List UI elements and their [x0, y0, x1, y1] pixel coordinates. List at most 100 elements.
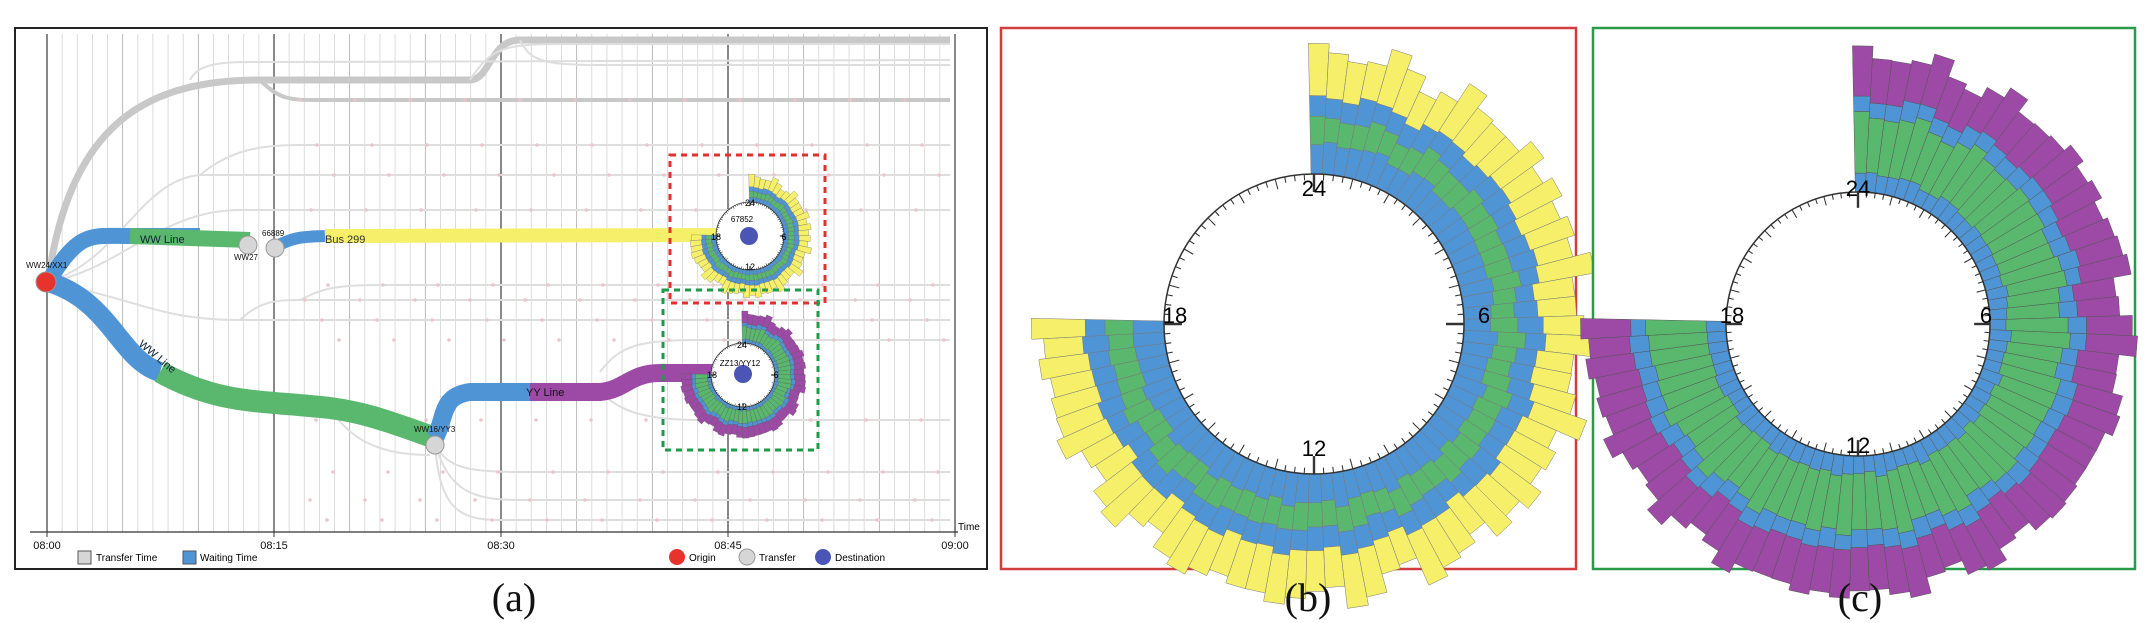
clock-tick [1752, 400, 1758, 405]
stop-dot [738, 98, 742, 102]
ring-segment [681, 373, 693, 381]
stop-dot [832, 338, 836, 342]
ring-segment [1982, 87, 2029, 142]
clock-tick [717, 226, 720, 229]
time-tick-label: 08:00 [33, 540, 61, 552]
legend-transfer: Transfer [759, 553, 797, 564]
clock-tick [1982, 297, 1988, 300]
stop-dot [298, 98, 302, 102]
background-route [519, 39, 950, 66]
stop-dot [535, 143, 539, 147]
ring-segment [795, 211, 810, 222]
ring-segment [1031, 318, 1086, 340]
ring-segment [1866, 528, 1885, 546]
clock-tick [1913, 437, 1917, 443]
ring-segment [749, 273, 755, 281]
clock-tick [1222, 437, 1227, 444]
ring-segment [700, 266, 715, 281]
clock-tick [775, 215, 778, 217]
clock-tick [1934, 218, 1939, 224]
clock-tick [1747, 393, 1753, 398]
ring-segment [1166, 518, 1210, 575]
stop-dot [920, 143, 924, 147]
stop-dot [358, 298, 362, 302]
stop-dot [765, 518, 769, 522]
stop-dot [688, 298, 692, 302]
stop-dot [705, 318, 709, 322]
stop-dot [332, 173, 336, 177]
stop-dot [930, 518, 934, 522]
clock-tick [719, 220, 721, 222]
stop-dot [722, 338, 726, 342]
clock-tick [717, 243, 720, 246]
stop-dot [540, 318, 544, 322]
clock-tick [757, 266, 760, 269]
ring-segment [2057, 284, 2075, 303]
stop-dot [859, 208, 863, 212]
clock-tick [768, 389, 771, 392]
stop-dot [848, 98, 852, 102]
stop-dot [474, 208, 478, 212]
ring-segment [1309, 115, 1326, 146]
stop-dot [607, 173, 611, 177]
clock-tick [1448, 284, 1460, 289]
ring-segment [1517, 316, 1544, 335]
ring-segment [773, 277, 786, 293]
clock-tick [1958, 243, 1964, 248]
clock-tick [1777, 218, 1782, 224]
ring-segment [798, 229, 809, 236]
clock-tick [715, 358, 718, 361]
ww-line-bottom-waiting [44, 272, 164, 382]
clock-tick [1840, 193, 1842, 199]
stop-dot [490, 518, 494, 522]
ring-segment [701, 234, 707, 240]
background-route [239, 299, 950, 321]
clock-tick [772, 211, 775, 214]
clock-tick [1434, 248, 1445, 255]
clock-tick [1171, 369, 1178, 373]
ring-segment [745, 274, 750, 282]
clock-c-6: 6 [1980, 303, 1992, 328]
stop-dot [810, 143, 814, 147]
clock-tick [1256, 185, 1260, 192]
clock-tick [1770, 224, 1775, 230]
ring-segment [1603, 418, 1658, 459]
clock-tick [750, 403, 752, 406]
clock-tick [717, 355, 719, 357]
clock-tick [1727, 340, 1733, 342]
clock-tick [718, 248, 720, 250]
clock-tick [1377, 189, 1381, 196]
route-label-bus-299: Bus 299 [325, 234, 365, 246]
clock-tick [1735, 273, 1742, 276]
clock-tick [1183, 393, 1194, 400]
clock-tick [1976, 355, 1986, 359]
clock-tick [1815, 443, 1818, 450]
ring-segment [793, 230, 799, 236]
clock-tick [1421, 224, 1428, 230]
clock-tick [720, 251, 723, 254]
clock-tick [715, 389, 718, 392]
stop-dot [803, 498, 807, 502]
stop-dot [502, 338, 506, 342]
stop-dot [798, 298, 802, 302]
highlighted-routes [41, 227, 736, 449]
clock-tick [1332, 466, 1335, 473]
yy-line-waiting [426, 383, 530, 443]
clock-tick [1359, 460, 1363, 467]
clock-tick [1758, 236, 1764, 241]
stop-dot [667, 338, 671, 342]
clock-tick [762, 266, 764, 268]
clock-tick [723, 349, 725, 351]
clock-tick [720, 218, 723, 221]
clock-tick [1194, 232, 1201, 237]
stop-dot [523, 298, 527, 302]
stop-dot [419, 208, 423, 212]
clock-tick [756, 402, 758, 404]
ring-segment [1507, 177, 1563, 220]
clock-tick [724, 400, 727, 402]
ring-segment [798, 235, 811, 242]
panel-c: 24 6 12 18 [1580, 26, 2138, 599]
ring-segment [2032, 144, 2084, 191]
clock-tick [1728, 348, 1734, 351]
ring-segment [1451, 107, 1494, 153]
